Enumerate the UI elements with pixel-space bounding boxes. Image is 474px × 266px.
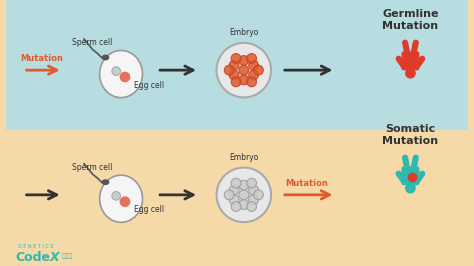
Text: X: X [50, 251, 60, 264]
Circle shape [231, 53, 241, 63]
Text: Code: Code [16, 251, 51, 264]
Ellipse shape [101, 179, 109, 185]
Circle shape [229, 185, 239, 195]
Circle shape [249, 185, 258, 195]
Text: 科德苑: 科德苑 [62, 253, 73, 259]
Circle shape [217, 168, 271, 222]
Circle shape [231, 77, 241, 87]
Circle shape [408, 173, 418, 182]
Circle shape [239, 190, 249, 200]
Circle shape [239, 75, 249, 85]
Circle shape [119, 72, 130, 82]
Circle shape [254, 190, 263, 200]
Circle shape [112, 192, 120, 200]
Text: Egg cell: Egg cell [134, 81, 164, 90]
Circle shape [119, 196, 130, 207]
Circle shape [224, 190, 234, 200]
Text: Embryo: Embryo [229, 153, 258, 162]
Text: Germline
Mutation: Germline Mutation [382, 9, 438, 31]
Circle shape [249, 60, 258, 70]
Ellipse shape [100, 175, 143, 222]
Circle shape [239, 56, 249, 65]
Circle shape [231, 178, 241, 188]
Bar [6, 0, 468, 130]
Text: Embryo: Embryo [229, 28, 258, 37]
Text: Somatic
Mutation: Somatic Mutation [383, 124, 438, 146]
Text: Sperm cell: Sperm cell [72, 163, 112, 172]
Circle shape [239, 200, 249, 209]
Circle shape [224, 65, 234, 75]
Circle shape [229, 195, 239, 205]
Circle shape [249, 70, 258, 80]
Circle shape [239, 65, 249, 75]
Circle shape [217, 43, 271, 97]
FancyBboxPatch shape [401, 51, 419, 70]
Circle shape [231, 202, 241, 211]
Circle shape [229, 60, 239, 70]
Circle shape [239, 180, 249, 190]
Circle shape [112, 67, 120, 75]
Circle shape [249, 195, 258, 205]
Ellipse shape [101, 55, 109, 60]
Circle shape [247, 53, 256, 63]
Circle shape [405, 68, 416, 78]
Text: G E N E T I C S: G E N E T I C S [18, 244, 53, 248]
Ellipse shape [100, 51, 143, 98]
Circle shape [254, 65, 263, 75]
Text: Mutation: Mutation [21, 54, 64, 63]
Text: Mutation: Mutation [286, 179, 328, 188]
Circle shape [229, 70, 239, 80]
FancyBboxPatch shape [401, 166, 419, 185]
Bar [6, 130, 468, 259]
Circle shape [247, 178, 256, 188]
Text: Sperm cell: Sperm cell [72, 38, 112, 47]
Circle shape [247, 77, 256, 87]
Circle shape [405, 183, 416, 193]
Circle shape [247, 202, 256, 211]
Text: Egg cell: Egg cell [134, 205, 164, 214]
